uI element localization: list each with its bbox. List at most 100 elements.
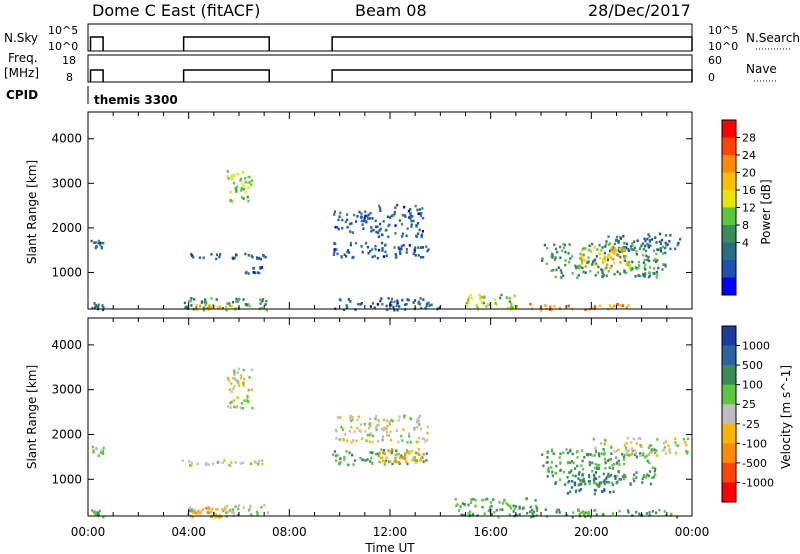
echo-cell: [260, 266, 263, 269]
echo-cell: [214, 515, 217, 519]
echo-cell: [505, 296, 508, 299]
echo-cell: [654, 473, 657, 476]
echo-cell: [595, 513, 598, 516]
echo-cell: [371, 451, 374, 455]
echo-cell: [629, 268, 633, 272]
echo-cell: [648, 271, 651, 275]
echo-cell: [652, 271, 655, 275]
echo-cell: [625, 441, 628, 445]
echo-cell: [493, 511, 496, 514]
echo-cell: [531, 512, 534, 515]
echo-cell: [518, 507, 521, 510]
echo-cell: [614, 456, 618, 459]
echo-cell: [198, 256, 202, 260]
echo-cell: [610, 266, 613, 270]
echo-cell: [480, 301, 483, 304]
echo-cell: [204, 303, 207, 307]
echo-cell: [215, 507, 218, 511]
echo-cell: [414, 254, 417, 257]
echo-cell: [607, 243, 610, 246]
echo-cell: [243, 185, 246, 189]
echo-cell: [631, 241, 634, 245]
echo-cell: [588, 475, 591, 479]
echo-cell: [546, 246, 549, 250]
echo-cell: [484, 498, 487, 501]
echo-cell: [456, 503, 459, 506]
echo-cell: [401, 298, 404, 302]
echo-cell: [91, 445, 94, 449]
echo-cell: [407, 209, 411, 213]
x-tick-label: 08:00: [272, 525, 307, 539]
echo-cell: [557, 508, 560, 512]
echo-cell: [676, 515, 679, 519]
echo-cell: [421, 207, 424, 210]
echo-cell: [512, 510, 515, 513]
echo-cell: [418, 212, 422, 215]
echo-cell: [94, 246, 97, 250]
colorbar-swatch: [722, 443, 736, 464]
echo-cell: [603, 479, 606, 482]
echo-cell: [495, 508, 498, 512]
echo-cell: [459, 505, 462, 508]
echo-cell: [619, 255, 622, 259]
echo-cell: [580, 511, 583, 515]
echo-cell: [227, 510, 230, 514]
echo-cell: [237, 381, 240, 385]
echo-cell: [422, 437, 426, 441]
echo-cell: [630, 448, 633, 451]
velocity-yaxis: 1000 2000 3000 4000: [51, 338, 692, 486]
echo-cell: [408, 452, 411, 455]
echo-cell: [663, 446, 666, 449]
echo-cell: [362, 227, 365, 231]
echo-cell: [93, 510, 96, 513]
echo-cell: [582, 512, 586, 516]
echo-cell: [247, 508, 251, 512]
echo-cell: [655, 252, 658, 256]
echo-cell: [633, 246, 637, 250]
echo-cell: [230, 382, 233, 385]
echo-cell: [413, 248, 416, 252]
echo-cell: [250, 368, 254, 372]
colorbar-tick-label: -1000: [742, 476, 774, 489]
echo-cell: [655, 241, 658, 244]
echo-cell: [616, 270, 619, 274]
echo-cell: [233, 371, 236, 375]
echo-cell: [593, 262, 596, 266]
echo-cell: [627, 248, 630, 251]
echo-cell: [655, 449, 658, 452]
echo-cell: [345, 218, 349, 222]
echo-cell: [631, 260, 634, 264]
echo-cell: [335, 437, 338, 440]
echo-cell: [416, 425, 419, 429]
echo-cell: [593, 466, 596, 470]
echo-cell: [664, 234, 668, 237]
echo-cell: [340, 255, 343, 258]
echo-cell: [338, 215, 341, 218]
nsky-label: N.Sky: [4, 31, 38, 45]
echo-cell: [598, 252, 602, 256]
echo-cell: [662, 263, 665, 266]
echo-cell: [610, 446, 613, 449]
echo-cell: [643, 237, 646, 241]
echo-cell: [362, 219, 366, 223]
echo-cell: [232, 399, 235, 402]
echo-cell: [396, 301, 399, 304]
echo-cell: [512, 504, 515, 508]
echo-cell: [417, 232, 420, 235]
echo-cell: [398, 250, 401, 253]
echo-cell: [402, 414, 406, 418]
echo-cell: [379, 227, 382, 231]
echo-cell: [591, 262, 594, 266]
echo-cell: [352, 439, 355, 442]
echo-cell: [418, 228, 421, 232]
echo-cell: [621, 250, 624, 254]
echo-cell: [559, 256, 562, 260]
echo-cell: [402, 456, 405, 460]
echo-cell: [391, 419, 394, 423]
echo-cell: [626, 436, 629, 440]
echo-cell: [624, 475, 627, 479]
echo-cell: [378, 204, 381, 208]
echo-cell: [623, 241, 626, 245]
echo-cell: [95, 245, 99, 248]
echo-cell: [651, 510, 654, 513]
